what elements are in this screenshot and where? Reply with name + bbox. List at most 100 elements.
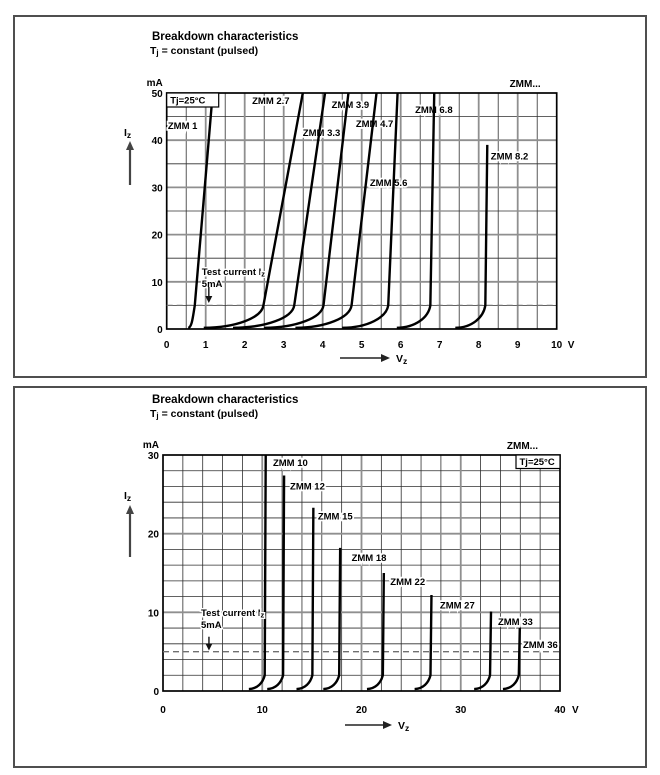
curve-zmm-2.7: [203, 92, 304, 330]
temp-label-box: [515, 454, 561, 470]
x-axis-label: Vz: [398, 720, 409, 733]
panel-breakdown-low-voltage: Breakdown characteristics Tj = constant …: [13, 15, 647, 378]
x-axis-label: Vz: [396, 353, 407, 366]
x-tick-label-10: 10: [257, 705, 269, 716]
x-tick-label-5: 5: [359, 340, 365, 351]
x-tick-label-9: 9: [515, 340, 521, 351]
curve-label-zmm-27: ZMM 27: [440, 600, 475, 611]
gridlines-major: [166, 93, 557, 329]
curve-label-zmm-33: ZMM 33: [498, 617, 533, 628]
curve-label-zmm-5.6: ZMM 5.6: [370, 178, 407, 189]
curve-label-zmm-3.9: ZMM 3.9: [332, 100, 369, 111]
chart-title: Breakdown characteristics: [152, 394, 298, 406]
curve-label-zmm-15: ZMM 15: [318, 511, 354, 522]
y-axis-unit: mA: [143, 440, 159, 451]
curve-zmm-36: [502, 628, 521, 691]
chart-title: Breakdown characteristics: [152, 31, 298, 43]
plot-border: [162, 454, 561, 692]
chart-subtitle: Tj = constant (pulsed): [150, 408, 258, 421]
curve-zmm-12: [267, 475, 286, 691]
family-label: ZMM...: [510, 79, 541, 90]
test-current-arrow-down-icon: [205, 643, 213, 651]
arrow-right-icon: [383, 721, 392, 729]
curve-label-zmm-10: ZMM 10: [273, 458, 308, 469]
x-tick-label-6: 6: [398, 340, 404, 351]
subtitle-post: = constant (pulsed): [159, 45, 258, 57]
y-tick-label-40: 40: [152, 136, 164, 147]
y-tick-label-20: 20: [148, 530, 160, 541]
gridlines-major: [163, 455, 560, 691]
test-current-label-line2: 5mA: [202, 279, 223, 290]
test-current-arrow-down-icon: [205, 296, 213, 304]
x-tick-label-40: 40: [554, 705, 566, 716]
x-tick-label-0: 0: [164, 340, 170, 351]
breakdown-chart-high-voltage: Breakdown characteristics Tj = constant …: [124, 394, 579, 733]
curve-zmm-10: [248, 454, 267, 691]
x-tick-label-10: 10: [551, 340, 563, 351]
x-tick-label-20: 20: [356, 705, 368, 716]
y-tick-label-0: 0: [153, 687, 159, 698]
curves: [187, 92, 489, 330]
test-current-label-line2: 5mA: [201, 620, 222, 631]
curve-zmm-15: [296, 507, 315, 691]
curve-zmm-5.6: [342, 92, 399, 330]
x-axis-unit: V: [568, 340, 575, 351]
x-tick-label-0: 0: [160, 705, 166, 716]
subtitle-pre: T: [150, 45, 157, 57]
curve-zmm-6.8: [396, 92, 436, 330]
chart-generated-content: ZMM 10 ZMM 12 ZMM 15 ZMM 18 ZMM 22 ZMM 27 ZMM …: [124, 440, 579, 733]
subtitle-sub: j: [155, 412, 158, 421]
y-tick-label-50: 50: [152, 89, 164, 100]
curve-zmm-33: [474, 611, 493, 691]
test-current-label-line1: Test current Iz: [201, 608, 264, 620]
y-tick-label-0: 0: [157, 325, 163, 336]
chart-generated-content: ZMM 1 ZMM 2.7 ZMM 3.3 ZMM 3.9 ZMM 4.7 ZMM 5.6…: [124, 78, 575, 366]
temp-label-box: [166, 92, 220, 108]
test-current-label-line1: Test current Iz: [202, 267, 265, 279]
x-tick-label-8: 8: [476, 340, 482, 351]
x-tick-label-1: 1: [203, 340, 209, 351]
y-axis-unit: mA: [147, 78, 163, 89]
curve-zmm-1: [187, 92, 214, 330]
curve-label-zmm-4.7: ZMM 4.7: [356, 119, 393, 130]
chart-subtitle: Tj = constant (pulsed): [150, 45, 258, 58]
y-tick-label-10: 10: [152, 278, 164, 289]
curve-zmm-18: [323, 547, 342, 691]
y-tick-label-20: 20: [152, 231, 164, 242]
curve-label-zmm-8.2: ZMM 8.2: [491, 151, 528, 162]
y-tick-label-10: 10: [148, 608, 160, 619]
curve-label-zmm-22: ZMM 22: [390, 577, 425, 588]
y-tick-label-30: 30: [148, 451, 160, 462]
y-tick-label-30: 30: [152, 183, 164, 194]
curve-zmm-8.2: [455, 144, 489, 330]
curve-label-zmm-36: ZMM 36: [523, 640, 558, 651]
curve-label-zmm-3.3: ZMM 3.3: [303, 128, 340, 139]
x-tick-label-7: 7: [437, 340, 443, 351]
subtitle-pre: T: [150, 408, 157, 420]
curve-zmm-22: [366, 572, 386, 691]
subtitle-post: = constant (pulsed): [159, 408, 258, 420]
x-tick-label-30: 30: [455, 705, 467, 716]
x-axis-unit: V: [572, 705, 579, 716]
x-tick-label-3: 3: [281, 340, 287, 351]
arrow-right-icon: [381, 354, 390, 362]
curve-zmm-27: [414, 595, 433, 691]
family-label: ZMM...: [507, 441, 538, 452]
curve-label-zmm-18: ZMM 18: [352, 553, 387, 564]
arrow-up-icon: [126, 141, 134, 150]
curve-label-zmm-2.7: ZMM 2.7: [252, 96, 289, 107]
subtitle-sub: j: [155, 49, 158, 58]
curve-zmm-4.7: [295, 92, 378, 330]
y-axis-label: Iz: [124, 127, 131, 140]
curve-label-zmm-12: ZMM 12: [290, 481, 325, 492]
breakdown-chart-low-voltage: Breakdown characteristics Tj = constant …: [124, 31, 575, 366]
arrow-up-icon: [126, 505, 134, 514]
x-tick-label-4: 4: [320, 340, 326, 351]
plot-border: [165, 92, 558, 330]
curves: [248, 454, 521, 691]
y-axis-label: Iz: [124, 490, 131, 503]
temp-label: Tj=25°C: [170, 96, 205, 107]
curve-zmm-3.9: [264, 92, 350, 330]
x-tick-label-2: 2: [242, 340, 248, 351]
temp-label: Tj=25°C: [520, 457, 555, 468]
